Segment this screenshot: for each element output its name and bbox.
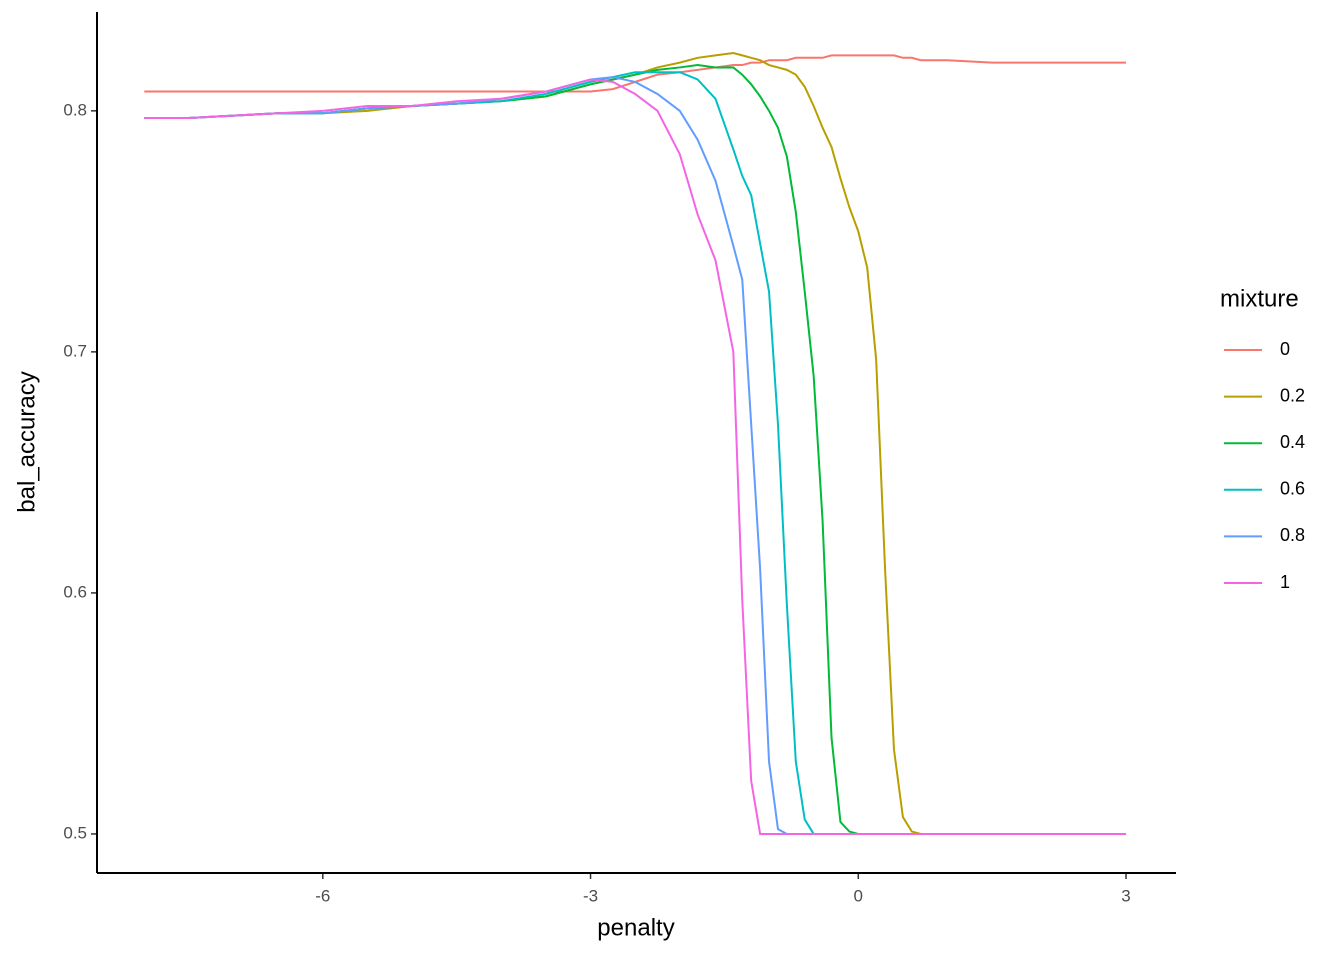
legend-title: mixture bbox=[1220, 285, 1299, 312]
x-tick-label: -3 bbox=[583, 886, 598, 905]
x-tick-label: -6 bbox=[315, 886, 330, 905]
line-series bbox=[144, 64, 1127, 835]
line-series bbox=[144, 78, 1127, 835]
line-series bbox=[144, 54, 1127, 93]
x-axis-title: penalty bbox=[597, 914, 674, 941]
y-tick-label: 0.6 bbox=[63, 582, 87, 601]
legend-label: 1 bbox=[1280, 572, 1290, 592]
legend-label: 0.4 bbox=[1280, 432, 1305, 452]
y-tick-label: 0.8 bbox=[63, 100, 87, 119]
line-series bbox=[144, 51, 1127, 835]
x-tick-label: 0 bbox=[854, 886, 863, 905]
y-tick-label: 0.5 bbox=[63, 823, 87, 842]
legend-label: 0 bbox=[1280, 339, 1290, 359]
y-axis-title: bal_accuracy bbox=[13, 371, 40, 512]
legend-label: 0.8 bbox=[1280, 525, 1305, 545]
y-tick-label: 0.7 bbox=[63, 341, 87, 360]
legend-label: 0.2 bbox=[1280, 385, 1305, 405]
x-tick-label: 3 bbox=[1121, 886, 1130, 905]
legend-label: 0.6 bbox=[1280, 479, 1305, 499]
line-series bbox=[144, 71, 1127, 835]
line-series bbox=[144, 76, 1127, 835]
